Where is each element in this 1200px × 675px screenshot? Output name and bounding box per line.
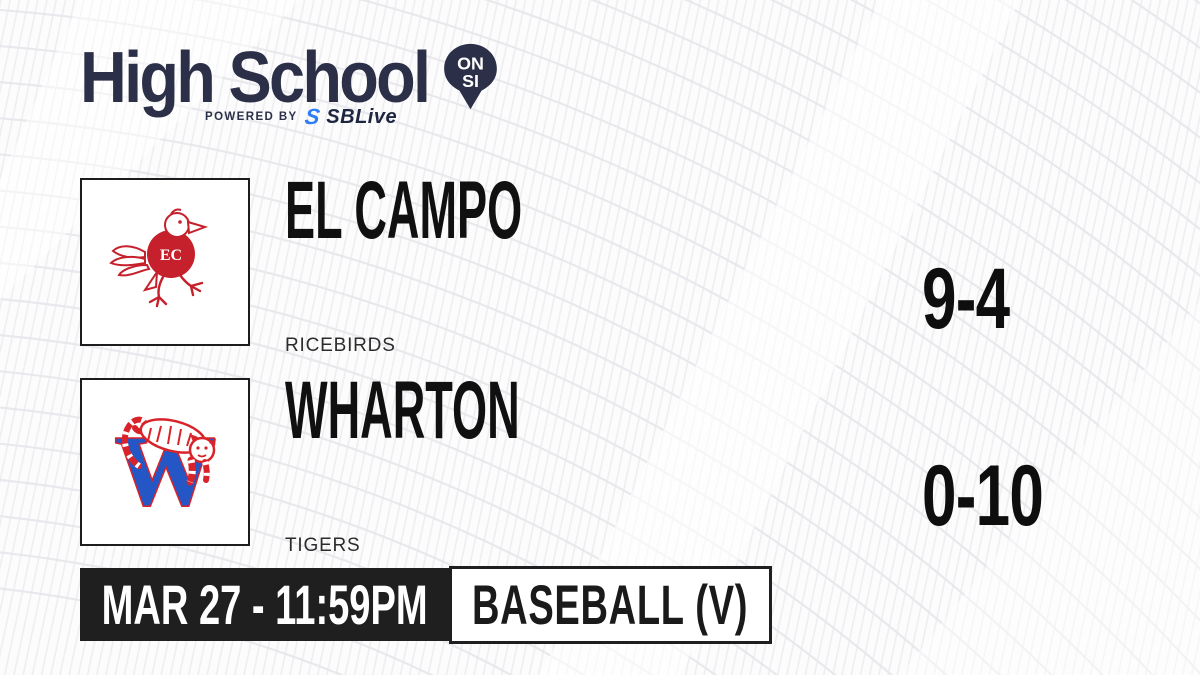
game-datetime-badge: MAR 27 - 11:59PM xyxy=(80,568,449,641)
el-campo-ricebird-logo: EC xyxy=(109,208,209,308)
sport-text: BASEBALL (V) xyxy=(472,573,749,636)
el-campo-jersey-letters: EC xyxy=(160,247,182,264)
team-mascot: TIGERS xyxy=(285,535,361,556)
logo-title: High School xyxy=(80,38,431,118)
team-record: 0-10 xyxy=(922,448,1044,544)
sblive-s-icon: S xyxy=(302,104,322,129)
powered-by-label: POWERED BY xyxy=(205,111,298,123)
sport-badge: BASEBALL (V) xyxy=(449,566,772,644)
powered-by-row: POWERED BY S SBLive xyxy=(205,104,398,129)
el-campo-logo-box: EC xyxy=(80,178,250,346)
pin-text-si: SI xyxy=(462,71,479,91)
sblive-logo: SBLive xyxy=(326,106,398,128)
on-si-pin-icon: ON SI xyxy=(444,43,497,110)
game-datetime-text: MAR 27 - 11:59PM xyxy=(101,572,428,636)
wharton-logo-box: W xyxy=(80,378,250,546)
team-name: WHARTON xyxy=(285,365,520,456)
team-record: 9-4 xyxy=(922,251,1010,347)
team-name: EL CAMPO xyxy=(285,165,523,256)
team-mascot: RICEBIRDS xyxy=(285,335,396,356)
wharton-tiger-w-logo: W xyxy=(114,414,217,523)
pin-text-on: ON xyxy=(457,53,484,73)
